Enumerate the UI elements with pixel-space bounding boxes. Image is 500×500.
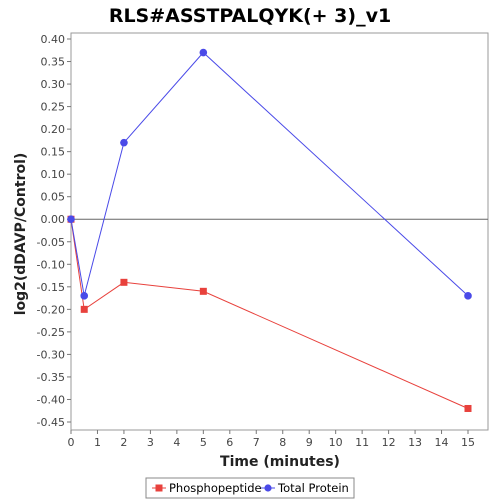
legend-item: Phosphopeptide xyxy=(152,481,262,495)
legend-marker xyxy=(264,484,272,492)
y-tick-label: -0.30 xyxy=(37,348,65,361)
legend-label: Phosphopeptide xyxy=(169,481,262,495)
data-point xyxy=(464,404,472,412)
y-tick-label: 0.20 xyxy=(41,123,66,136)
x-tick-label: 0 xyxy=(68,436,75,449)
chart-title: RLS#ASSTPALQYK(+ 3)_v1 xyxy=(109,5,391,27)
x-axis: 0 1 2 3 4 5 6 7 8 9 10 11 12 13 14 15 xyxy=(68,430,475,449)
y-tick-label: -0.20 xyxy=(37,303,65,316)
x-tick-label: 1 xyxy=(94,436,101,449)
data-point xyxy=(120,278,128,286)
legend-marker xyxy=(155,484,163,492)
y-tick-label: 0.35 xyxy=(41,56,66,69)
data-point xyxy=(120,138,128,147)
y-tick-label: -0.10 xyxy=(37,258,65,271)
data-point xyxy=(67,215,75,224)
data-point xyxy=(464,292,472,300)
x-tick-label: 15 xyxy=(461,436,475,449)
x-tick-label: 5 xyxy=(200,436,207,449)
y-tick-label: 0.10 xyxy=(41,168,66,181)
y-axis-label: log2(dDAVP/Control) xyxy=(13,153,29,316)
x-tick-label: 13 xyxy=(408,436,422,449)
y-tick-label: -0.45 xyxy=(37,416,65,429)
x-tick-label: 6 xyxy=(226,436,233,449)
data-point xyxy=(199,287,207,295)
legend-box xyxy=(145,477,355,499)
x-tick-label: 10 xyxy=(329,436,343,449)
x-tick-label: 14 xyxy=(435,436,449,449)
y-tick-label: 0.30 xyxy=(41,78,66,91)
y-tick-label: -0.25 xyxy=(37,326,65,339)
x-tick-label: 3 xyxy=(147,436,154,449)
data-point xyxy=(80,305,88,313)
x-axis-label: Time (minutes) xyxy=(220,454,340,470)
legend-label: Total Protein xyxy=(277,481,349,495)
y-tick-label: -0.40 xyxy=(37,393,65,406)
x-tick-label: 4 xyxy=(173,436,180,449)
y-tick-label: 0.15 xyxy=(41,146,66,159)
y-tick-label: -0.05 xyxy=(37,236,65,249)
y-tick-label: 0.05 xyxy=(41,191,66,204)
y-axis: 0.40 0.35 0.30 0.25 0.20 0.15 0.10 0.05 0.00 -0.0… xyxy=(37,33,71,429)
plot-area xyxy=(70,32,489,431)
y-tick-label: 0.00 xyxy=(41,213,66,226)
legend-item: Total Protein xyxy=(261,481,349,495)
y-tick-label: 0.40 xyxy=(41,33,66,46)
x-tick-label: 2 xyxy=(120,436,127,449)
series-layer xyxy=(67,48,472,412)
legend: Phosphopeptide Total Protein xyxy=(145,477,355,499)
x-tick-label: 8 xyxy=(279,436,286,449)
series-total-protein xyxy=(67,48,472,300)
y-tick-label: 0.25 xyxy=(41,101,66,114)
x-tick-label: 7 xyxy=(253,436,260,449)
x-tick-label: 11 xyxy=(355,436,369,449)
data-point xyxy=(199,48,208,57)
y-tick-label: -0.35 xyxy=(37,371,65,384)
data-point xyxy=(80,292,89,300)
y-tick-label: -0.15 xyxy=(37,281,65,294)
x-tick-label: 12 xyxy=(382,436,396,449)
x-tick-label: 9 xyxy=(306,436,313,449)
